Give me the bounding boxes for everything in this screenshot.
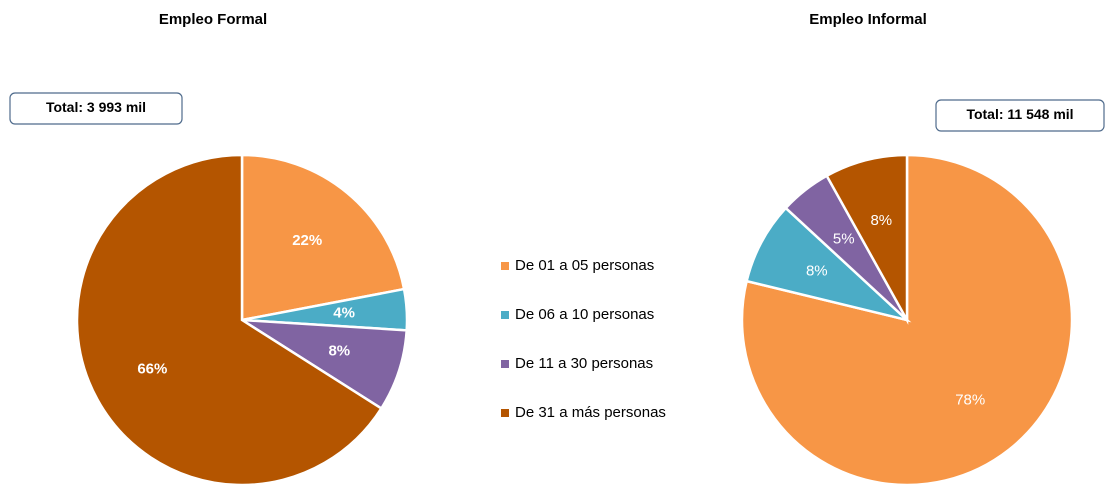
data-label: 8%	[328, 343, 350, 360]
pie-slice	[240, 153, 406, 322]
legend-swatch	[501, 360, 509, 368]
total-box	[935, 99, 1105, 132]
data-label: 66%	[137, 360, 167, 377]
legend-swatch	[501, 409, 509, 417]
legend-label: De 11 a 30 personas	[515, 355, 653, 372]
total-box	[9, 92, 183, 125]
chart-title: Empleo Informal	[809, 11, 927, 28]
data-label: 8%	[806, 263, 828, 280]
pie-slice	[825, 153, 909, 325]
legend-swatch	[501, 311, 509, 319]
legend-label: De 31 a más personas	[515, 404, 666, 421]
total-label: Total: 3 993 mil	[46, 99, 146, 115]
chart-title: Empleo Formal	[159, 11, 267, 28]
data-label: 22%	[292, 232, 322, 249]
data-label: 78%	[955, 391, 985, 408]
total-label: Total: 11 548 mil	[966, 106, 1073, 122]
legend-label: De 01 a 05 personas	[515, 257, 654, 274]
data-label: 4%	[333, 305, 355, 322]
pie-slice	[75, 153, 384, 487]
legend-label: De 06 a 10 personas	[515, 306, 654, 323]
data-label: 8%	[870, 212, 892, 229]
data-label: 5%	[833, 231, 855, 248]
legend-swatch	[501, 262, 509, 270]
